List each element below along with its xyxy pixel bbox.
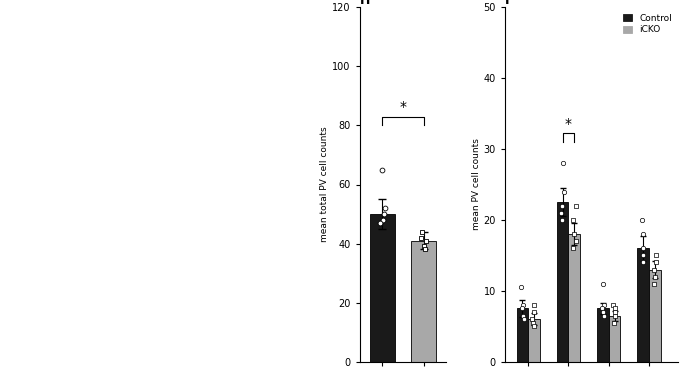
Point xyxy=(597,306,608,311)
Point xyxy=(419,244,429,249)
Point xyxy=(599,313,610,318)
Point xyxy=(597,309,608,315)
Point xyxy=(608,302,619,308)
Bar xyxy=(569,234,580,362)
Point xyxy=(529,323,540,329)
Point xyxy=(556,210,566,216)
Bar xyxy=(597,308,609,362)
Point xyxy=(376,167,387,173)
Point xyxy=(557,203,568,209)
Point xyxy=(420,238,431,244)
Text: *: * xyxy=(399,100,406,114)
Point xyxy=(571,238,582,244)
Point xyxy=(609,320,620,325)
Point xyxy=(558,160,569,166)
Bar xyxy=(557,202,569,362)
Legend: Control, iCKO: Control, iCKO xyxy=(621,12,673,36)
Point xyxy=(638,231,649,237)
Point xyxy=(529,302,540,308)
Point xyxy=(518,302,529,308)
Point xyxy=(569,231,580,237)
Bar xyxy=(637,248,649,362)
Point xyxy=(610,309,621,315)
Point xyxy=(650,259,661,265)
Point xyxy=(419,246,430,252)
Point xyxy=(529,309,540,315)
Bar xyxy=(528,319,540,362)
Bar xyxy=(649,269,660,362)
Bar xyxy=(609,315,621,362)
Point xyxy=(568,217,579,223)
Point xyxy=(379,205,390,211)
Text: H: H xyxy=(360,0,370,7)
Point xyxy=(649,274,660,280)
Point xyxy=(375,220,386,226)
Point xyxy=(416,235,427,241)
Point xyxy=(638,252,649,258)
Point xyxy=(649,266,660,272)
Point xyxy=(598,281,609,287)
Point xyxy=(571,203,582,209)
Point xyxy=(567,245,578,251)
Y-axis label: mean total PV cell counts: mean total PV cell counts xyxy=(321,127,329,242)
Point xyxy=(558,189,569,194)
Point xyxy=(637,259,648,265)
Point xyxy=(637,245,648,251)
Point xyxy=(377,217,388,223)
Point xyxy=(516,306,527,311)
Point xyxy=(556,217,567,223)
Point xyxy=(599,302,610,308)
Point xyxy=(651,252,662,258)
Bar xyxy=(370,214,395,362)
Point xyxy=(378,211,389,217)
Point xyxy=(515,284,526,290)
Point xyxy=(609,306,620,311)
Point xyxy=(649,281,660,287)
Point xyxy=(416,229,427,235)
Bar xyxy=(516,308,528,362)
Point xyxy=(527,320,538,325)
Point xyxy=(518,313,529,318)
Y-axis label: mean PV cell counts: mean PV cell counts xyxy=(472,139,481,230)
Point xyxy=(519,316,530,322)
Text: I: I xyxy=(505,0,510,7)
Text: *: * xyxy=(565,117,572,131)
Point xyxy=(610,313,621,318)
Point xyxy=(636,217,647,223)
Bar xyxy=(411,241,436,362)
Point xyxy=(527,316,538,322)
